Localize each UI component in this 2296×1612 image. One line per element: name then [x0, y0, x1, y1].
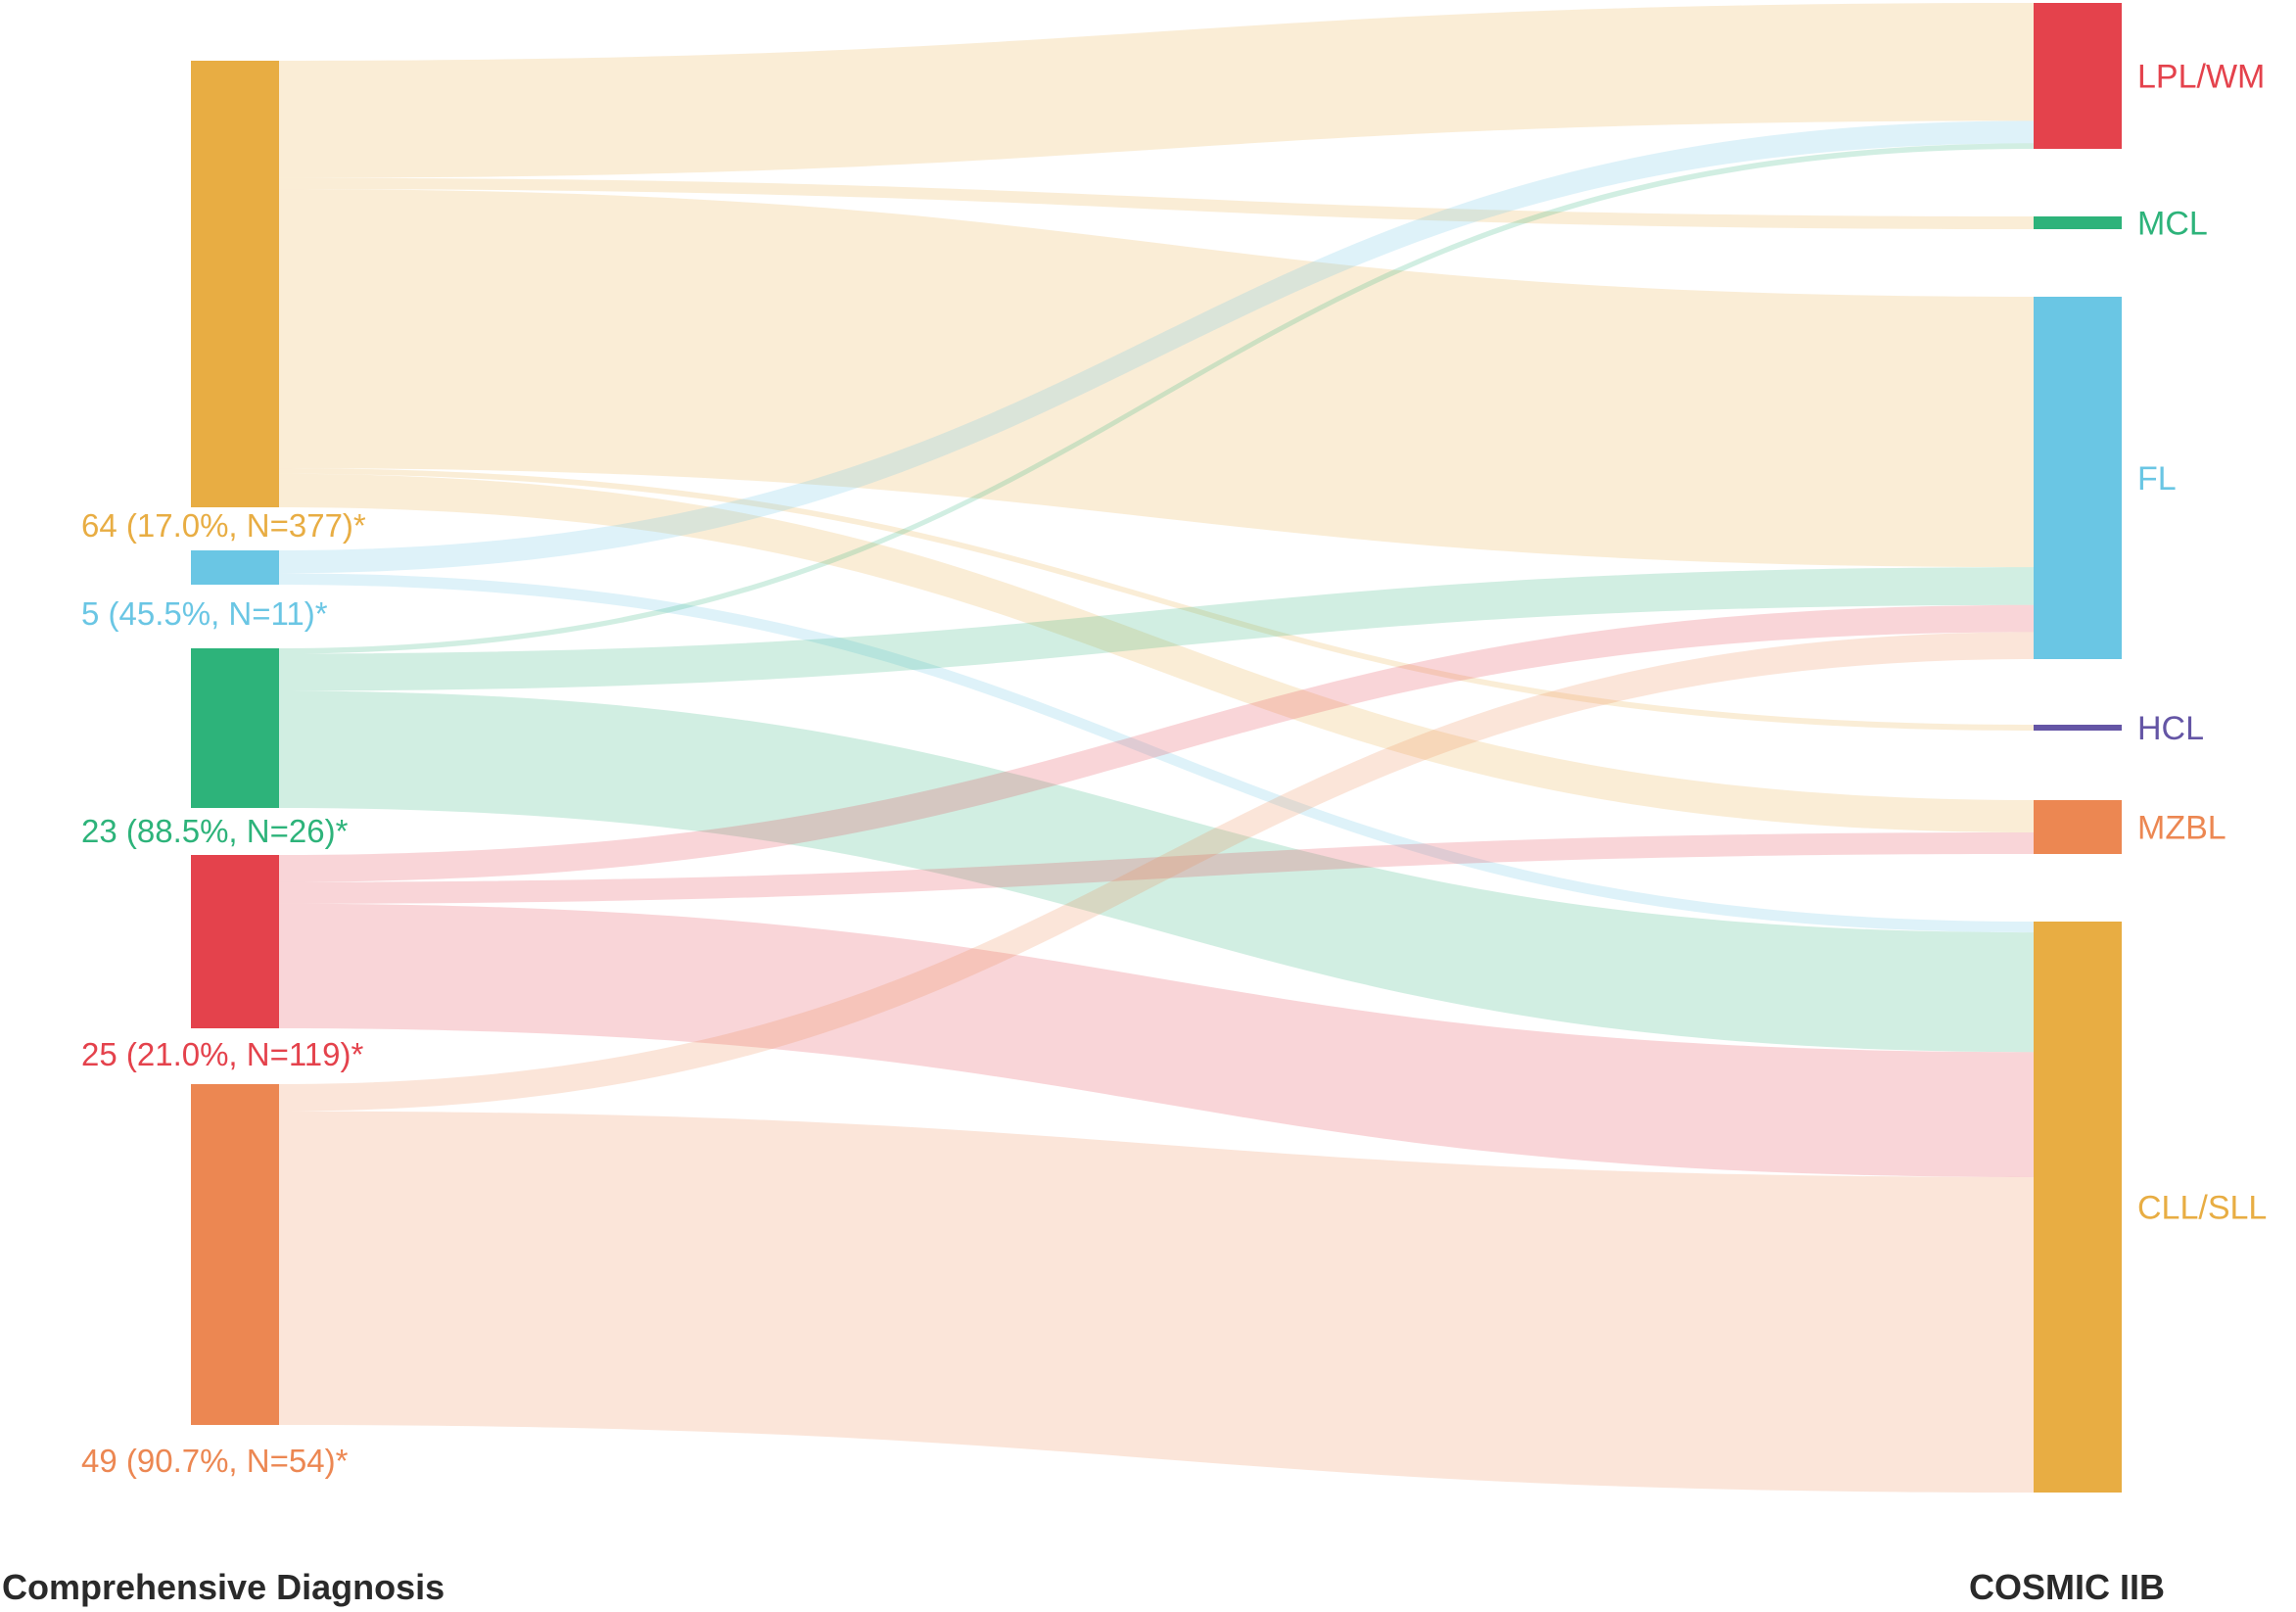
right-node-hcl: [2034, 725, 2122, 731]
left-node-lpl: [191, 855, 279, 1028]
right-node-mcl: [2034, 216, 2122, 229]
right-node-label: HCL: [2137, 710, 2204, 747]
left-node-cll: [191, 61, 279, 507]
flow-lpl-to-mzbl: [279, 832, 2034, 904]
flow-mcl-to-fl: [279, 567, 2034, 691]
flow-lpl-to-cll: [279, 903, 2034, 1177]
right-node-lpl: [2034, 3, 2122, 149]
flow-cll-to-fl: [279, 189, 2034, 568]
flow-cll-to-mcl: [279, 177, 2034, 229]
flow-cll-to-mzbl: [279, 473, 2034, 832]
flow-mzbl-to-fl: [279, 632, 2034, 1112]
left-node-label: 49 (90.7%, N=54)*: [81, 1443, 349, 1479]
right-node-label: FL: [2137, 460, 2177, 498]
left-node-mzbl: [191, 1084, 279, 1425]
left-node-fl: [191, 550, 279, 585]
right-node-label: CLL/SLL: [2137, 1190, 2267, 1227]
left-node-mcl: [191, 648, 279, 808]
right-node-mzbl: [2034, 800, 2122, 854]
flow-fl-to-lpl: [279, 120, 2034, 574]
left-node-label: 25 (21.0%, N=119)*: [81, 1036, 363, 1072]
flow-links: [279, 3, 2034, 1493]
flow-fl-to-cll: [279, 573, 2034, 933]
flow-nodes: [191, 3, 2122, 1493]
flow-lpl-to-fl: [279, 604, 2034, 882]
node-labels: 64 (17.0%, N=377)* 5 (45.5%, N=11)* 23 (88…: [81, 59, 2267, 1480]
left-node-label: 5 (45.5%, N=11)*: [81, 595, 328, 632]
flow-mcl-to-lpl: [279, 143, 2034, 654]
left-node-label: 64 (17.0%, N=377)*: [81, 507, 366, 544]
right-node-fl: [2034, 297, 2122, 659]
right-node-cll: [2034, 922, 2122, 1493]
flow-mzbl-to-cll: [279, 1111, 2034, 1493]
right-node-label: MCL: [2137, 206, 2208, 243]
flow-cll-to-lpl: [279, 3, 2034, 178]
left-axis-title: Comprehensive Diagnosis: [2, 1567, 445, 1607]
right-node-label: LPL/WM: [2137, 59, 2265, 96]
right-node-label: MZBL: [2137, 810, 2226, 847]
left-node-label: 23 (88.5%, N=26)*: [81, 813, 349, 849]
flow-mcl-to-cll: [279, 690, 2034, 1053]
flow-cll-to-hcl: [279, 468, 2034, 731]
right-axis-title: COSMIC IIB: [1969, 1567, 2165, 1607]
